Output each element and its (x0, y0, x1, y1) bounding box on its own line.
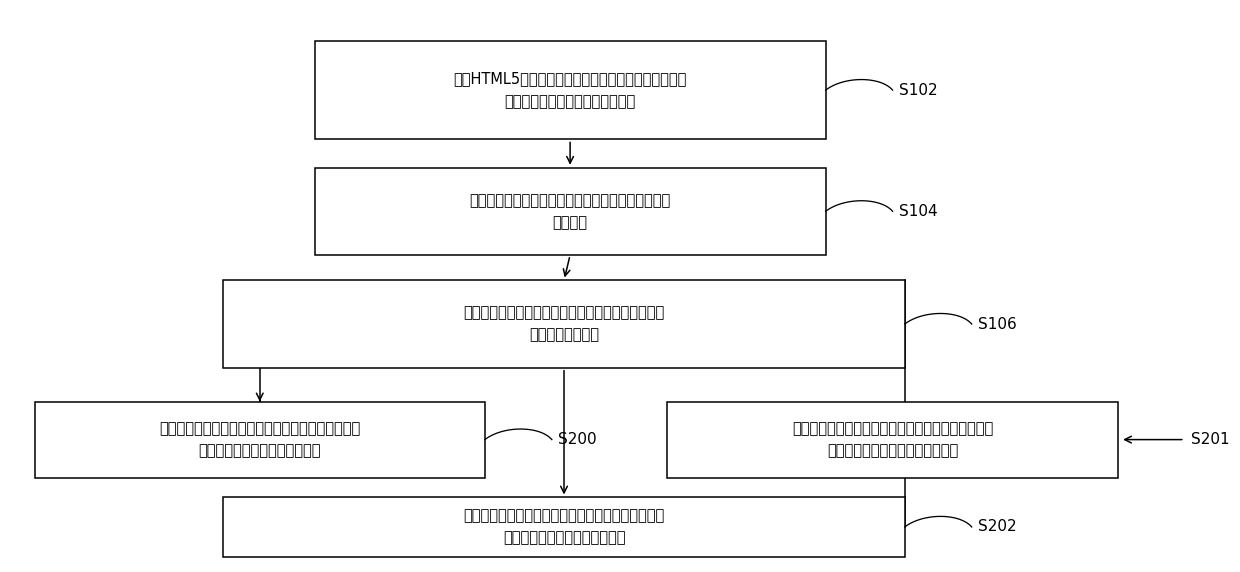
FancyBboxPatch shape (315, 41, 826, 140)
Text: 基于第二预设应用程序编程接口，监控相关的性能相
关的信息: 基于第二预设应用程序编程接口，监控相关的性能相 关的信息 (470, 193, 671, 230)
Text: S202: S202 (978, 519, 1017, 534)
Text: 根据所述与预设交互性能相关的信息，作为前端页面
对应加载总时间性能参数搜集结果: 根据所述与预设交互性能相关的信息，作为前端页面 对应加载总时间性能参数搜集结果 (792, 421, 993, 458)
FancyBboxPatch shape (35, 402, 485, 478)
Text: S200: S200 (558, 432, 596, 447)
FancyBboxPatch shape (223, 280, 905, 368)
FancyBboxPatch shape (315, 168, 826, 255)
Text: 根据所述与预设性能相关的信息，作为前端页面对应
性能参数搜集结果: 根据所述与预设性能相关的信息，作为前端页面对应 性能参数搜集结果 (464, 305, 665, 343)
Text: 根据所述与预设交互性能相关的信息，作为前端页面
对应白屏时间性能参数搜集结果: 根据所述与预设交互性能相关的信息，作为前端页面 对应白屏时间性能参数搜集结果 (159, 421, 361, 458)
Text: S104: S104 (899, 204, 937, 219)
Text: 根据所述与预设交互性能相关的信息，作为前端页面
对应首屏时间性能参数搜集结果: 根据所述与预设交互性能相关的信息，作为前端页面 对应首屏时间性能参数搜集结果 (464, 509, 665, 546)
Text: S201: S201 (1190, 432, 1229, 447)
Text: 基于HTML5中的第一预设应用程序编程接口，获取在移
动端当前页面中与性能相关的信息: 基于HTML5中的第一预设应用程序编程接口，获取在移 动端当前页面中与性能相关的… (454, 72, 687, 109)
Text: S106: S106 (978, 316, 1017, 332)
FancyBboxPatch shape (667, 402, 1117, 478)
Text: S102: S102 (899, 82, 937, 98)
FancyBboxPatch shape (223, 498, 905, 557)
